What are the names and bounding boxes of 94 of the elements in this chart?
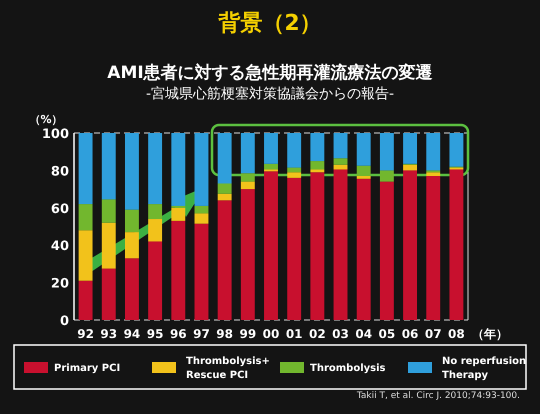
bar	[287, 172, 302, 178]
bar	[124, 210, 139, 232]
y-tick-label: 100	[42, 127, 69, 142]
bar	[264, 164, 278, 170]
bar	[403, 170, 418, 320]
chart-title: 背景（2）	[217, 11, 322, 36]
bar	[287, 133, 302, 168]
bar	[449, 133, 464, 167]
x-tick-label: 08	[448, 327, 465, 341]
text: Takii T, et al. Circ J. 2010;74:93-100.	[356, 391, 520, 401]
bar	[102, 199, 116, 223]
bar	[194, 133, 208, 206]
bar	[148, 241, 162, 320]
bar	[334, 158, 348, 165]
bar	[380, 182, 394, 320]
bar	[287, 178, 302, 320]
bar	[78, 230, 93, 281]
bar	[148, 204, 162, 220]
bar	[218, 133, 232, 184]
bar	[264, 171, 278, 320]
x-tick-label: 03	[332, 327, 349, 341]
x-tick-label: 07	[424, 327, 442, 341]
x-tick-label: 00	[262, 327, 280, 341]
bar	[240, 133, 255, 174]
bar	[171, 208, 186, 221]
bar	[334, 169, 348, 320]
bar	[78, 280, 93, 320]
bar	[78, 204, 93, 230]
x-tick-label: 01	[286, 327, 303, 341]
bar	[310, 133, 324, 162]
text: -宮城県心筋梗塞対策協議会からの報告-	[146, 86, 394, 102]
legend-label: Thrombolysis	[310, 363, 386, 374]
x-tick-label: 96	[170, 327, 187, 341]
bar	[240, 173, 255, 182]
x-tick-label: 05	[378, 327, 396, 341]
y-tick-label: 20	[50, 276, 69, 292]
bar	[194, 224, 208, 320]
bar	[426, 133, 440, 170]
bar	[171, 133, 186, 206]
y-axis-title: （%）	[29, 113, 63, 126]
y-tick-label: 40	[50, 239, 69, 254]
x-tick-label: 95	[146, 327, 164, 341]
bar	[218, 194, 232, 200]
bar	[102, 222, 116, 269]
bar	[194, 206, 208, 214]
bar	[334, 164, 348, 170]
bar	[240, 189, 255, 320]
bar	[264, 133, 278, 164]
y-tick-label: 0	[60, 314, 69, 329]
bar	[356, 176, 371, 179]
bar	[426, 172, 440, 176]
bar	[380, 133, 394, 170]
bar	[310, 161, 324, 170]
bar	[356, 133, 371, 166]
x-tick-label: 02	[309, 327, 326, 341]
bar	[148, 219, 162, 242]
bar	[310, 169, 324, 172]
x-tick-label: 06	[402, 327, 418, 341]
chart-subtitle: AMI患者に対する急性期再灌流療法の変遷	[107, 63, 433, 83]
legend-label: No reperfusion Therapy	[442, 356, 526, 381]
bar	[426, 176, 440, 320]
bar	[124, 258, 139, 320]
bar	[194, 213, 208, 224]
bar	[148, 133, 162, 204]
y-tick-label: 80	[50, 164, 69, 180]
x-tick-label: 93	[100, 327, 118, 341]
bar	[334, 133, 348, 158]
bar	[124, 133, 139, 210]
bar	[310, 172, 324, 320]
legend-label: Primary PCI	[54, 363, 120, 374]
bar	[403, 164, 418, 170]
x-tick-label: 97	[193, 327, 210, 341]
x-tick-label: 98	[216, 327, 233, 341]
bar	[218, 183, 232, 194]
bar	[403, 133, 418, 164]
bar	[78, 133, 93, 204]
x-tick-label: 92	[77, 327, 94, 341]
bar	[102, 268, 116, 320]
x-axis-title: （年）	[472, 327, 508, 341]
bar	[124, 232, 139, 258]
bar	[171, 220, 186, 320]
x-tick-label: 04	[355, 327, 372, 341]
bar	[240, 182, 255, 190]
bar	[218, 200, 232, 320]
legend-label: Thrombolysis+ Rescue PCI	[186, 356, 270, 381]
bar	[287, 168, 302, 172]
bar	[449, 169, 464, 320]
bar	[102, 133, 116, 200]
bar	[380, 170, 394, 182]
x-tick-label: 99	[239, 327, 256, 341]
x-tick-label: 94	[124, 327, 140, 341]
bar	[356, 166, 371, 176]
bar	[356, 178, 371, 320]
y-tick-label: 60	[50, 202, 69, 217]
